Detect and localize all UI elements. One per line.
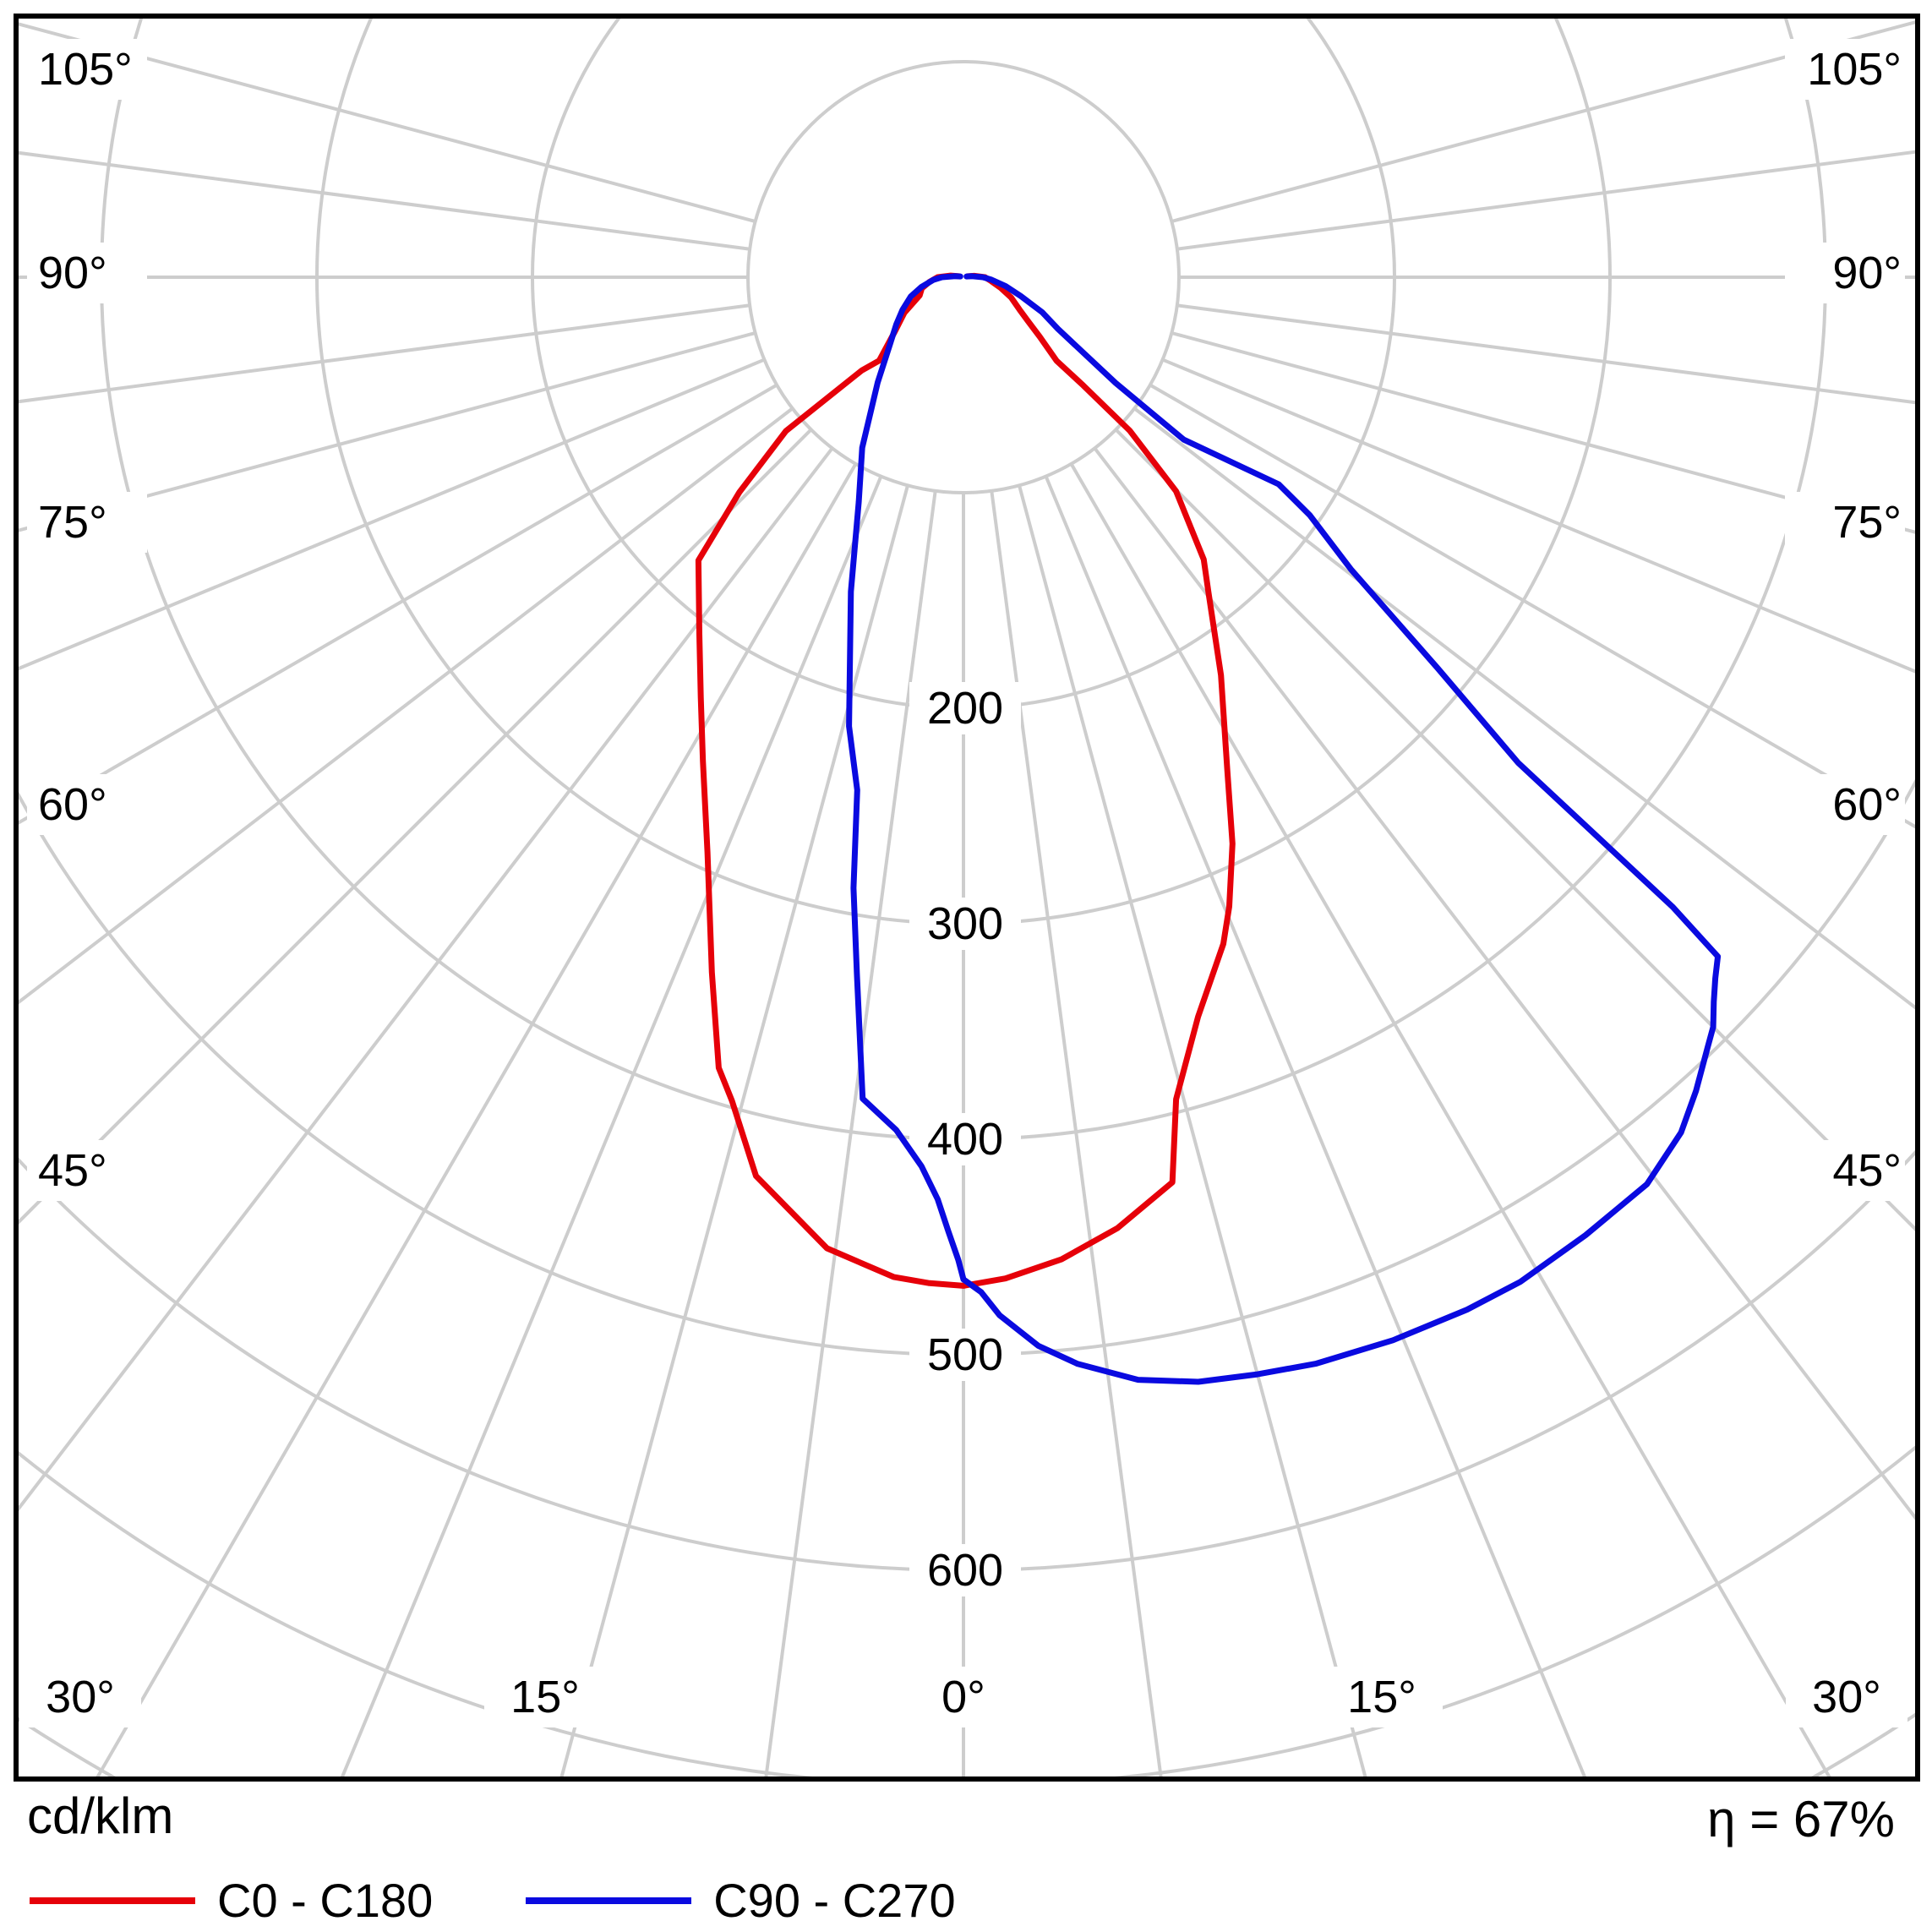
ring-value-label: 300: [927, 898, 1003, 949]
angle-label-right: 105°: [1807, 44, 1902, 95]
legend-item-c90-c270: C90 - C270: [526, 1873, 956, 1928]
angle-label-left: 75°: [38, 497, 107, 548]
angle-label-left: 60°: [38, 779, 107, 830]
legend-label-c0-c180: C0 - C180: [217, 1874, 434, 1927]
angle-label-bottom: 15°: [1347, 1672, 1416, 1722]
legend-swatch-blue-line: [526, 1897, 692, 1904]
ring-value-label: 400: [927, 1114, 1003, 1165]
angle-label-left: 45°: [38, 1145, 107, 1196]
label-backgrounds: [19, 39, 1907, 1727]
legend-label-c90-c270: C90 - C270: [713, 1874, 956, 1927]
angle-label-right: 45°: [1832, 1145, 1902, 1196]
ring-value-label: 600: [927, 1545, 1003, 1596]
curve-c90-c270: [846, 273, 1722, 1385]
angle-label-left: 105°: [38, 44, 133, 95]
angle-label-bottom: 0°: [941, 1672, 985, 1722]
ring-value-label: 500: [927, 1329, 1003, 1380]
legend-swatch-red-line: [30, 1897, 195, 1904]
intensity-curves: [695, 272, 1722, 1385]
unit-label: cd/klm: [27, 1787, 174, 1844]
legend: C0 - C180 C90 - C270: [30, 1873, 1049, 1928]
angle-label-right: 75°: [1832, 497, 1902, 548]
angle-label-right: 90°: [1832, 248, 1902, 298]
legend-item-c0-c180: C0 - C180: [30, 1873, 433, 1928]
angle-label-bottom: 30°: [46, 1672, 115, 1722]
angle-label-right: 60°: [1832, 779, 1902, 830]
ring-value-label: 200: [927, 683, 1003, 734]
efficiency-label: η = 67%: [1707, 1791, 1895, 1847]
curve-c0-c180: [695, 272, 1236, 1289]
plot-frame: [14, 14, 1920, 1782]
angle-label-left: 90°: [38, 248, 107, 298]
axis-labels: 105° 90° 75° 60° 45° 105° 90° 75° 60° 45° 30° 15° 0°…: [38, 44, 1902, 1722]
angle-label-bottom: 15°: [510, 1672, 580, 1722]
angle-label-bottom: 30°: [1812, 1672, 1881, 1722]
